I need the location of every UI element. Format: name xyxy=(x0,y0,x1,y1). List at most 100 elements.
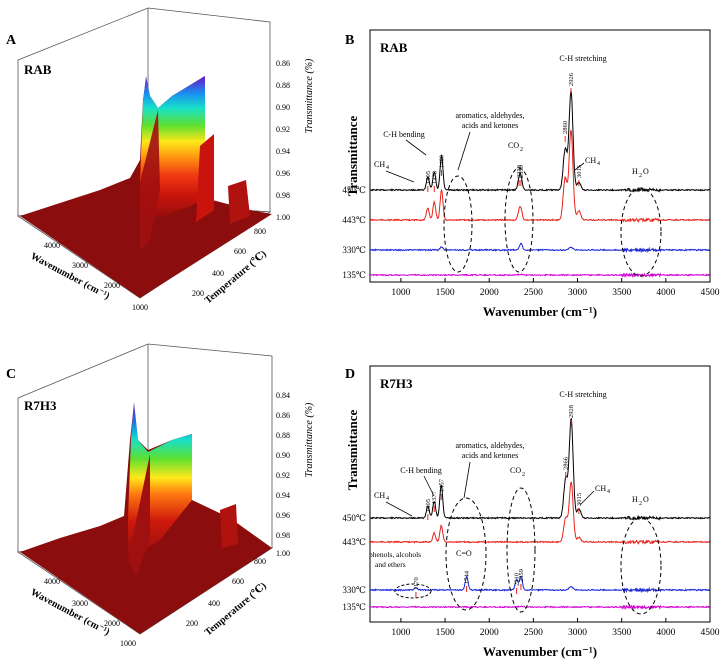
b-peak-label: 1378 xyxy=(431,171,438,184)
d-xticks: 1000 1500 2000 2500 3000 3500 4000 4500 xyxy=(391,618,720,638)
d-ann-co: C=O xyxy=(456,549,472,558)
d-peak-label: 1457 xyxy=(438,478,445,492)
c-xtick-0: 4000 xyxy=(44,577,60,586)
b-ann-bend-pointer xyxy=(405,139,427,156)
d-series-label: 443℃ xyxy=(342,537,366,547)
d-peak-label: 1170 xyxy=(413,577,420,590)
b-series-line xyxy=(369,130,711,224)
d-ann-h2o-sub: 2 xyxy=(639,501,642,507)
b-xtick-label: 4000 xyxy=(656,288,675,298)
c-ytick-1: 400 xyxy=(208,599,220,608)
c-ytick-0: 200 xyxy=(186,619,198,628)
d-ann-ch-bend: C-H bending xyxy=(400,466,442,475)
d-series-line xyxy=(369,481,711,546)
d-peak-label: 2359 xyxy=(518,569,525,582)
c-ztick-8: 1.00 xyxy=(276,549,290,558)
d-peak-label: 3015 xyxy=(576,493,583,506)
d-series-label: 330℃ xyxy=(342,585,366,595)
panel-a-letter: A xyxy=(6,33,17,48)
d-xtick-label: 3000 xyxy=(568,628,587,638)
b-xtick-label: 1000 xyxy=(391,288,410,298)
b-series-line xyxy=(369,272,710,279)
b-ann-ch4-pointer-a xyxy=(385,170,415,183)
b-xlabel: Wavenumber (cm⁻¹) xyxy=(483,304,597,319)
panel-a-surface-front xyxy=(140,110,160,250)
b-ann-h2o-sub: 2 xyxy=(639,173,642,179)
b-peak-label: 1305 xyxy=(425,171,432,184)
d-series-line xyxy=(369,417,710,521)
a-ztick-6: 0.98 xyxy=(276,191,290,200)
d-ann-arom-1: aromatics, aldehydes, xyxy=(455,441,524,450)
c-ytick-3: 800 xyxy=(254,557,266,566)
b-xtick-label: 2000 xyxy=(480,288,499,298)
d-ann-co2: CO xyxy=(510,466,521,475)
b-ann-ch-stretch: C-H stretching xyxy=(559,54,606,63)
d-peak-label: 1377 xyxy=(431,490,438,504)
a-ztick-7: 1.00 xyxy=(276,213,290,222)
b-series-label: 135℃ xyxy=(342,270,366,280)
a-ytick-1: 400 xyxy=(212,269,224,278)
c-ylabel: Temperature (℃) xyxy=(203,581,269,639)
b-ylabel: Transmittance xyxy=(345,115,360,196)
d-series xyxy=(369,417,711,611)
a-xtick-0: 4000 xyxy=(44,241,60,250)
d-title: R7H3 xyxy=(380,376,413,391)
b-series-labels: 450℃ 443℃ 330℃ 135℃ xyxy=(342,185,366,280)
d-ann-ch4-b-sub: 4 xyxy=(607,489,610,495)
panel-a-ridge-1 xyxy=(196,134,214,222)
c-ztick-6: 0.96 xyxy=(276,511,290,520)
b-xtick-label: 3000 xyxy=(568,288,587,298)
b-ann-co2: CO xyxy=(508,141,519,150)
d-ellipse-phenols xyxy=(394,583,432,599)
panel-c-letter: C xyxy=(6,367,16,382)
d-ylabel: Transmittance xyxy=(345,409,360,490)
b-peak-label: 3015 xyxy=(576,165,583,178)
a-ztick-2: 0.90 xyxy=(276,103,290,112)
d-ann-h2o: H xyxy=(632,495,638,504)
b-ann-ch4-b-sub: 4 xyxy=(597,161,600,167)
panel-c-title: R7H3 xyxy=(24,398,57,413)
b-peak-label: 2926 xyxy=(568,72,575,86)
d-peak-label: 1744 xyxy=(464,570,471,584)
d-ann-co2-sub: 2 xyxy=(522,472,525,478)
b-ann-arom-2: acids and ketones xyxy=(462,121,518,130)
d-xtick-label: 2500 xyxy=(524,628,543,638)
c-ztick-5: 0.94 xyxy=(276,491,290,500)
c-xtick-3: 1000 xyxy=(120,639,136,648)
b-series-label: 443℃ xyxy=(342,215,366,225)
panel-c: C R7H3 4000 3000 2000 1000 Wavenumber (c… xyxy=(6,343,315,648)
panel-a: A RAB 4000 3000 2000 1000 Wavenumber (cm… xyxy=(6,7,315,312)
b-ann-ch4-pointer-b xyxy=(574,162,585,171)
panel-a-ridge-2 xyxy=(228,180,250,224)
b-series xyxy=(369,90,711,279)
d-peak-label: 2866 xyxy=(563,456,570,470)
a-ztick-1: 0.88 xyxy=(276,81,290,90)
b-series-line xyxy=(369,90,710,193)
b-ellipse-h2o xyxy=(620,187,662,277)
c-xtick-1: 3000 xyxy=(72,599,88,608)
d-series-line xyxy=(369,604,710,611)
panel-c-ridge-1 xyxy=(220,504,238,548)
d-ann-ch4-pointer-a xyxy=(385,501,413,517)
b-ellipse-aromatics xyxy=(443,175,473,273)
b-ann-ch-bend: C-H bending xyxy=(383,130,425,139)
d-ann-phenols-1: phenols, alcohols xyxy=(369,550,421,559)
panel-b: B RAB Transmittance Wavenumber (cm⁻¹) 10… xyxy=(342,29,720,319)
b-ann-ch4-a: CH xyxy=(374,160,385,169)
b-ann-h2o-o: O xyxy=(643,167,649,176)
b-peak-label: 1460 xyxy=(439,155,446,168)
d-xtick-label: 1000 xyxy=(391,628,410,638)
a-zlabel: Transmittance (%) xyxy=(304,58,315,133)
a-ztick-3: 0.92 xyxy=(276,125,290,134)
c-ztick-2: 0.88 xyxy=(276,431,290,440)
b-ann-arom-1: aromatics, aldehydes, xyxy=(455,111,524,120)
c-zlabel: Transmittance (%) xyxy=(304,402,315,477)
c-ztick-0: 0.84 xyxy=(276,391,290,400)
panel-c-surface-front xyxy=(128,454,150,576)
d-xtick-label: 4000 xyxy=(656,628,675,638)
c-ztick-7: 0.98 xyxy=(276,531,290,540)
d-series-line xyxy=(369,575,710,594)
d-ann-h2o-o: O xyxy=(643,495,649,504)
